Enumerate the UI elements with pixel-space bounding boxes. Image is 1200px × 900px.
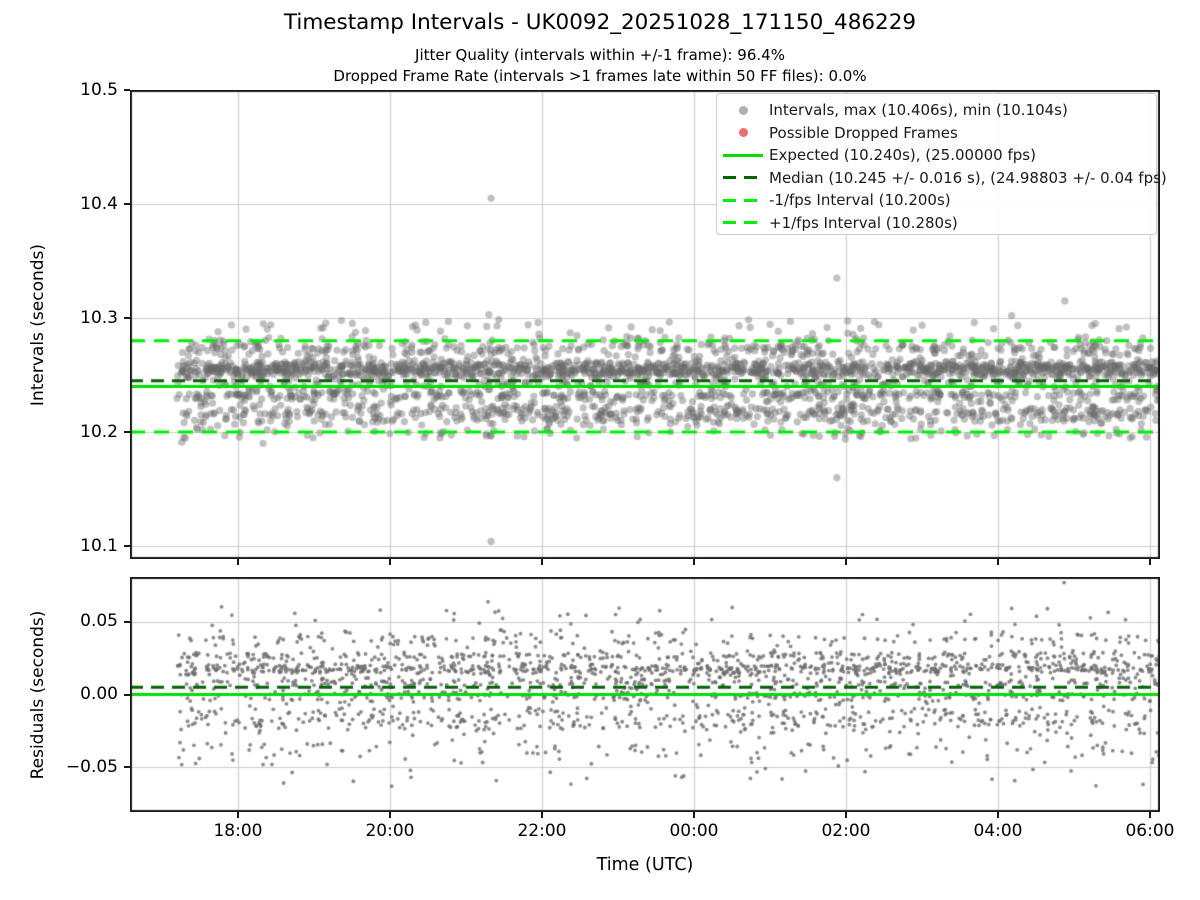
x-tick	[1148, 559, 1151, 565]
dropped-frames-marker-icon	[717, 128, 769, 138]
legend: Intervals, max (10.406s), min (10.104s) …	[716, 93, 1167, 235]
chart-subtitle-jitter-quality: Jitter Quality (intervals within +/-1 fr…	[415, 46, 785, 64]
y-tick	[124, 693, 130, 696]
residuals-plot	[130, 577, 1160, 812]
y-tick	[124, 89, 130, 91]
x-tick-label: 18:00	[213, 821, 263, 841]
y-tick	[124, 620, 130, 623]
x-tick	[692, 559, 695, 565]
x-tick	[236, 812, 239, 818]
median-line-icon	[717, 176, 769, 180]
x-tick-label: 00:00	[669, 821, 719, 841]
x-tick	[388, 559, 391, 565]
x-tick	[540, 559, 543, 565]
chart-title: Timestamp Intervals - UK0092_20251028_17…	[283, 10, 917, 35]
x-tick	[844, 559, 847, 565]
y-tick	[124, 431, 130, 433]
legend-label: Intervals, max (10.406s), min (10.104s)	[769, 101, 1068, 120]
y-tick-label: 10.1	[80, 535, 118, 556]
legend-label: Median (10.245 +/- 0.016 s), (24.98803 +…	[769, 168, 1167, 187]
y-tick-label: 10.4	[80, 193, 118, 214]
x-axis-label-time: Time (UTC)	[596, 855, 694, 875]
x-tick-label: 20:00	[365, 821, 415, 841]
x-tick	[996, 812, 999, 818]
expected-line-icon	[717, 153, 769, 157]
y-tick-label: 10.3	[80, 307, 118, 328]
chart-subtitle-dropped-frame-rate: Dropped Frame Rate (intervals >1 frames …	[333, 67, 867, 85]
legend-item-median: Median (10.245 +/- 0.016 s), (24.98803 +…	[717, 167, 1167, 190]
legend-item-minus-1fps: -1/fps Interval (10.200s)	[717, 189, 1156, 212]
x-tick	[1148, 812, 1151, 818]
legend-label: -1/fps Interval (10.200s)	[769, 191, 951, 210]
intervals-marker-icon	[717, 105, 769, 115]
legend-label: Expected (10.240s), (25.00000 fps)	[769, 146, 1036, 165]
x-tick-label: 22:00	[517, 821, 567, 841]
legend-item-intervals: Intervals, max (10.406s), min (10.104s)	[717, 99, 1156, 122]
minus-1fps-line-icon	[717, 198, 769, 202]
y-tick-label: −0.05	[65, 756, 118, 777]
y-tick	[124, 545, 130, 547]
legend-label: +1/fps Interval (10.280s)	[769, 213, 958, 232]
x-tick	[996, 559, 999, 565]
x-tick	[236, 559, 239, 565]
y-tick	[124, 766, 130, 769]
x-tick	[692, 812, 695, 818]
residuals-scatter-canvas	[130, 577, 1160, 812]
legend-item-expected: Expected (10.240s), (25.00000 fps)	[717, 144, 1156, 167]
x-tick	[844, 812, 847, 818]
legend-item-possible-dropped-frames: Possible Dropped Frames	[717, 122, 1156, 145]
y-tick-label: 10.5	[80, 79, 118, 100]
y-tick	[124, 203, 130, 205]
x-tick-label: 04:00	[973, 821, 1023, 841]
y-tick-label: 0.05	[80, 611, 118, 632]
plus-1fps-line-icon	[717, 221, 769, 225]
legend-item-plus-1fps: +1/fps Interval (10.280s)	[717, 212, 1156, 235]
y-tick-label: 0.00	[80, 684, 118, 704]
legend-label: Possible Dropped Frames	[769, 123, 958, 142]
y-tick	[124, 317, 130, 319]
y-tick-label: 10.2	[80, 421, 118, 442]
x-tick	[388, 812, 391, 818]
x-tick-label: 06:00	[1125, 821, 1175, 841]
x-tick-label: 02:00	[821, 821, 871, 841]
x-tick	[540, 812, 543, 818]
